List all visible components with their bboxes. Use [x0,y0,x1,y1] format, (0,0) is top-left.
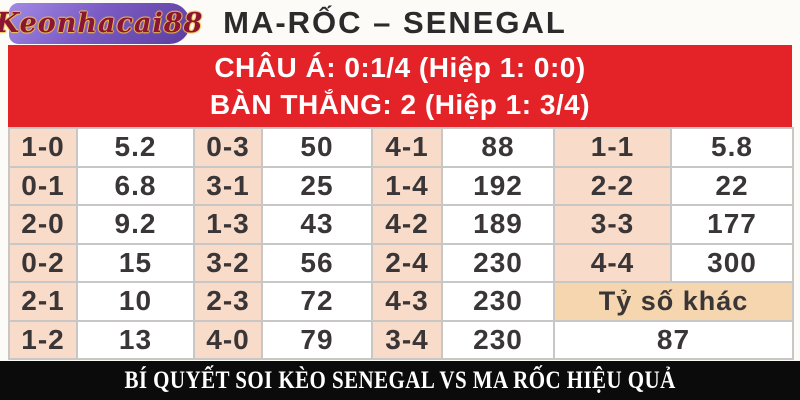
score-cell: 2-1 [8,281,78,322]
score-cell: 1-0 [8,127,78,168]
odds-cell: 230 [441,242,555,283]
odds-cell: 189 [441,204,555,245]
score-cell: 2-4 [371,242,443,283]
odds-cell: 22 [670,165,794,206]
odds-cell: 50 [261,127,373,168]
odds-cell: 15 [76,242,195,283]
odds-cell: 230 [441,281,555,322]
odds-cell: 192 [441,165,555,206]
goal-line: BÀN THẮNG: 2 (Hiệp 1: 3/4) [209,88,591,120]
table-row: 1-2 13 4-0 79 3-4 230 87 [8,319,794,360]
handicap-banner: CHÂU Á: 0:1/4 (Hiệp 1: 0:0) BÀN THẮNG: 2… [8,45,792,127]
score-cell: 4-2 [371,204,443,245]
score-cell: 2-2 [553,165,672,206]
odds-cell: 177 [670,204,794,245]
table-row: 2-0 9.2 1-3 43 4-2 189 3-3 177 [8,204,794,245]
table-row: 2-1 10 2-3 72 4-3 230 Tỷ số khác [8,281,794,322]
odds-cell: 5.2 [76,127,195,168]
odds-cell: 5.8 [670,127,794,168]
odds-cell: 6.8 [76,165,195,206]
table-row: 0-1 6.8 3-1 25 1-4 192 2-2 22 [8,165,794,206]
score-cell: 4-0 [193,319,263,360]
score-cell: 4-1 [371,127,443,168]
score-cell: 3-3 [553,204,672,245]
table-row: 1-0 5.2 0-3 50 4-1 88 1-1 5.8 [8,127,794,168]
score-cell: 0-2 [8,242,78,283]
odds-cell: 230 [441,319,555,360]
odds-cell: 88 [441,127,555,168]
odds-table-body: 1-0 5.2 0-3 50 4-1 88 1-1 5.8 0-1 6.8 3-1 25 1-4 192 2… [8,127,794,360]
score-cell: 0-3 [193,127,263,168]
score-cell: 3-2 [193,242,263,283]
asian-handicap-line: CHÂU Á: 0:1/4 (Hiệp 1: 0:0) [214,51,586,83]
correct-score-odds-table: 1-0 5.2 0-3 50 4-1 88 1-1 5.8 0-1 6.8 3-1 25 1-4 192 2… [8,127,794,360]
odds-cell: 79 [261,319,373,360]
odds-cell: 10 [76,281,195,322]
footer-headline: BÍ QUYẾT SOI KÈO SENEGAL VS MA RỐC HIỆU … [124,366,676,394]
odds-cell: 9.2 [76,204,195,245]
score-cell: 1-3 [193,204,263,245]
score-cell: 2-0 [8,204,78,245]
match-title: MA-RỐC – SENEGAL [223,4,567,40]
other-score-label-cell: Tỷ số khác [553,281,794,322]
odds-cell: 25 [261,165,373,206]
odds-cell: 56 [261,242,373,283]
table-row: 0-2 15 3-2 56 2-4 230 4-4 300 [8,242,794,283]
score-cell: 1-4 [371,165,443,206]
score-cell: 0-1 [8,165,78,206]
score-cell: 1-2 [8,319,78,360]
odds-cell: 13 [76,319,195,360]
score-cell: 1-1 [553,127,672,168]
odds-cell: 72 [261,281,373,322]
score-cell: 4-4 [553,242,672,283]
footer-banner: BÍ QUYẾT SOI KÈO SENEGAL VS MA RỐC HIỆU … [0,361,800,400]
odds-cell: 43 [261,204,373,245]
score-cell: 2-3 [193,281,263,322]
odds-cell: 300 [670,242,794,283]
score-cell: 3-1 [193,165,263,206]
logo-text: Keonhacai88 [0,8,204,39]
odds-cell: 87 [553,319,794,360]
score-cell: 4-3 [371,281,443,322]
score-cell: 3-4 [371,319,443,360]
keonhacai88-logo: Keonhacai88 [0,3,202,44]
